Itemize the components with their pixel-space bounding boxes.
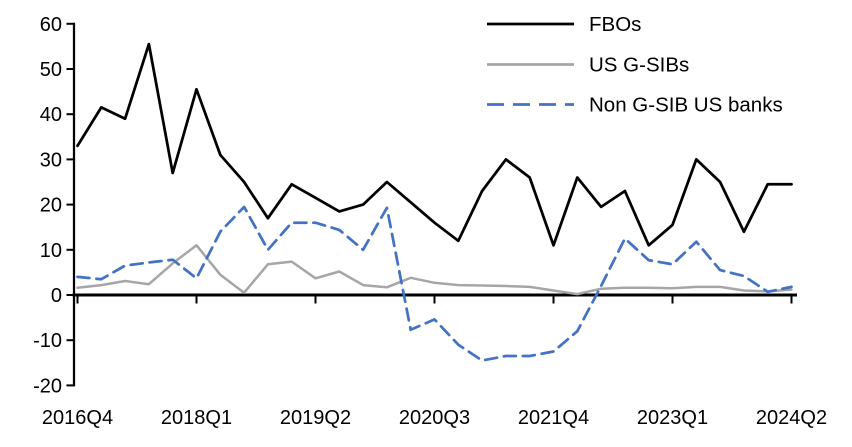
x-axis-label: 2023Q1 [637,407,708,429]
y-axis-label: 20 [40,195,62,217]
legend-non-gsib-us-banks-label: Non G-SIB US banks [589,94,783,117]
y-axis: 60 50 40 30 20 10 0 -10 -20 [33,14,76,397]
y-axis-label: 10 [40,240,62,262]
y-axis-label: 0 [51,285,62,307]
x-axis: 2016Q4 2018Q1 2019Q2 2020Q3 2021Q4 2023Q1 2024… [42,293,827,429]
legend-item-us-gsibs: US G-SIBs [487,54,689,77]
y-axis-label: -10 [33,330,62,352]
legend-fbos-label: FBOs [589,13,641,36]
y-axis-label: -20 [33,375,62,397]
x-axis-label: 2020Q3 [399,407,470,429]
us-gsibs-line [76,244,793,296]
x-axis-label: 2021Q4 [518,407,589,429]
legend-item-fbos: FBOs [487,13,641,36]
y-axis-label: 50 [40,59,62,81]
x-axis-label: 2016Q4 [42,407,113,429]
fbos-line [76,42,793,247]
y-axis-label: 30 [40,149,62,171]
y-axis-label: 40 [40,104,62,126]
legend: FBOs US G-SIBs Non G-SIB US banks [487,13,783,117]
non-gsib-us-banks-line [76,205,793,362]
x-axis-label: 2018Q1 [161,407,232,429]
x-axis-label: 2019Q2 [280,407,351,429]
legend-us-gsibs-label: US G-SIBs [589,54,689,77]
y-axis-label: 60 [40,14,62,36]
legend-item-non-gsib-us-banks: Non G-SIB US banks [487,94,783,117]
x-axis-label: 2024Q2 [756,407,827,429]
